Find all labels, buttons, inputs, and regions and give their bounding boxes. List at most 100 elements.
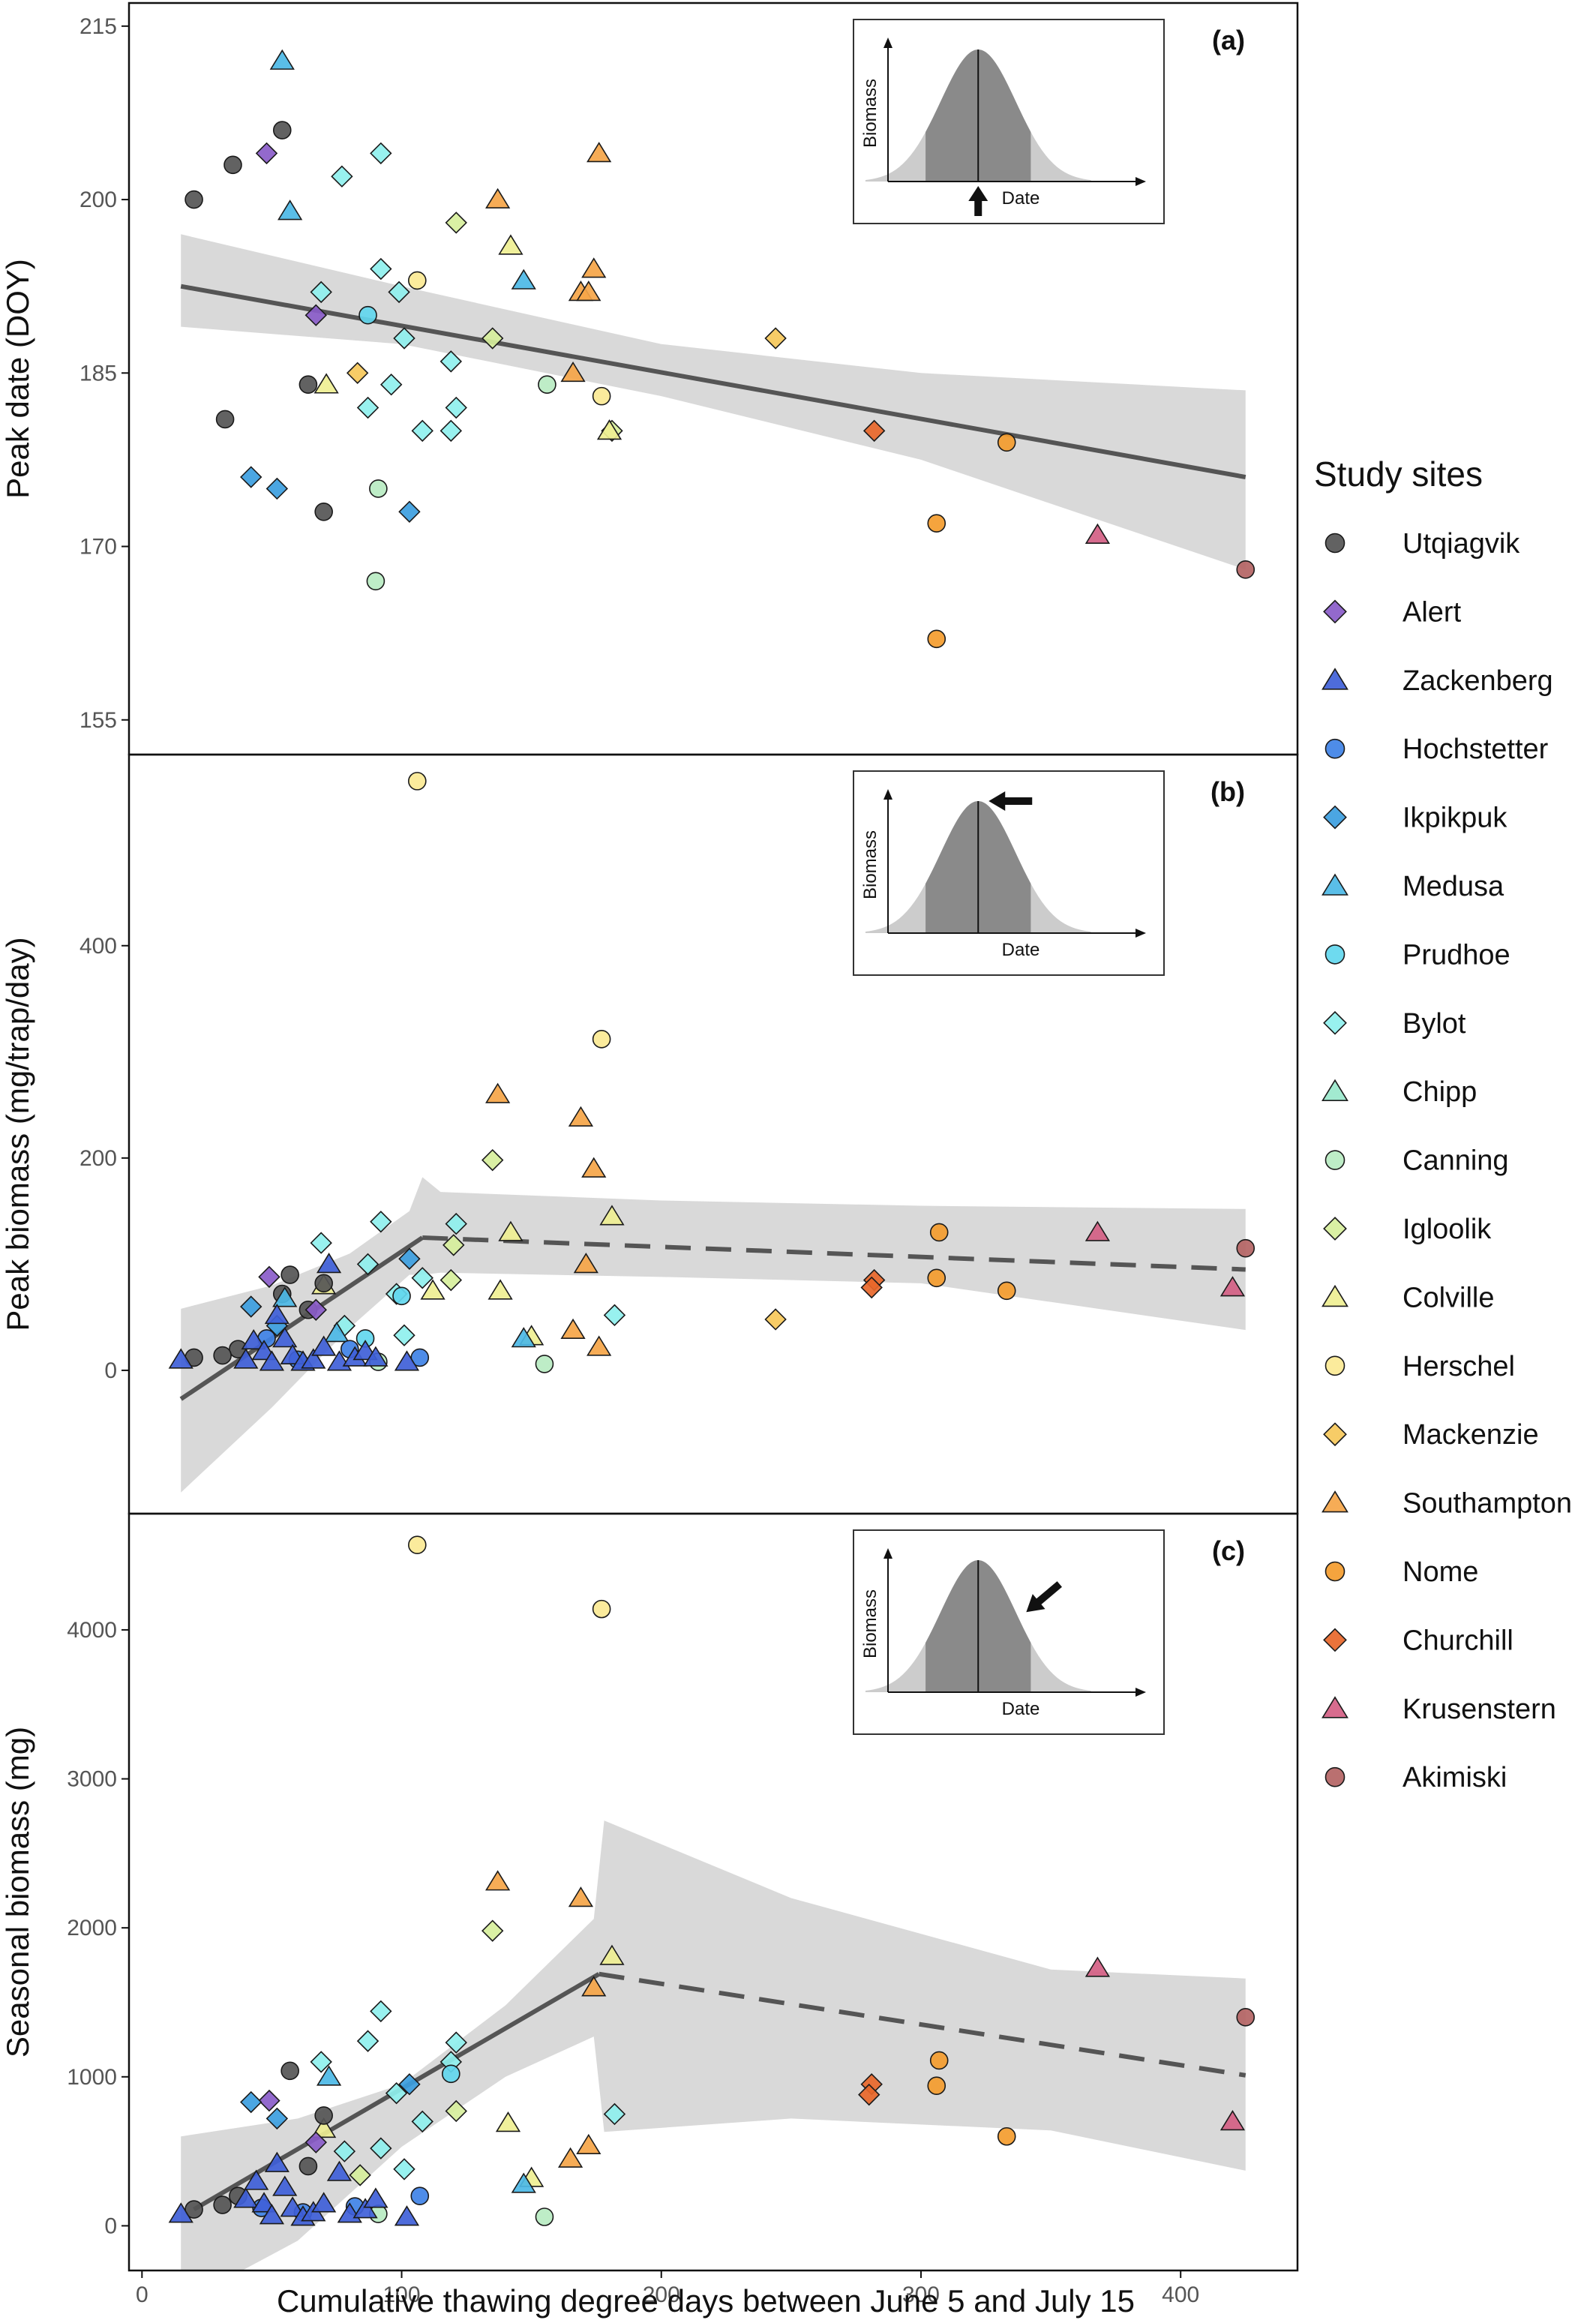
point-bylot [370, 2137, 392, 2159]
legend-marker-colville [1322, 1284, 1348, 1307]
point-bylot [310, 2051, 332, 2073]
point-zackenberg [259, 1350, 285, 1371]
point-churchill [862, 419, 886, 443]
data-points [168, 772, 1256, 1373]
legend-label-igloolik: Igloolik [1402, 1214, 1492, 1245]
legend-marker-krusenstern [1322, 1696, 1348, 1718]
point-medusa [511, 2172, 536, 2193]
point-bylot [385, 2081, 408, 2105]
point-utqiagvik [314, 502, 333, 521]
point-utqiagvik [272, 121, 292, 140]
x-tick-label: 100 [383, 2282, 421, 2307]
inset-arrow [1026, 1581, 1062, 1613]
data-points [168, 1535, 1256, 2226]
x-axis-title: Cumulative thawing degree days between J… [277, 2283, 1135, 2318]
panel-2: 0 200 400 Peak biomass (mg/trap/day) (b) Date… [0, 753, 1299, 1515]
point-bylot [331, 165, 353, 188]
legend-label-herschel: Herschel [1402, 1351, 1515, 1382]
legend-label-nome: Nome [1402, 1556, 1478, 1588]
legend-label-krusenstern: Krusenstern [1402, 1694, 1556, 1725]
point-bylot [356, 1253, 380, 1276]
point-colville [488, 1279, 513, 1300]
point-zackenberg [241, 1328, 266, 1350]
confidence-band [181, 234, 1246, 570]
point-zackenberg [301, 1348, 326, 1369]
legend-label-bylot: Bylot [1402, 1008, 1466, 1040]
point-bylot [310, 1232, 332, 1254]
legend-label-alert: Alert [1402, 596, 1462, 628]
legend: Study sites Utqiagvik Alert Zackenberg Hochs… [1314, 455, 1572, 1793]
legend-label-canning: Canning [1402, 1145, 1509, 1177]
point-southampton [573, 1253, 598, 1274]
point-zackenberg [311, 1335, 337, 1356]
point-canning [535, 2207, 554, 2226]
point-medusa [269, 49, 295, 70]
point-zackenberg [394, 1350, 420, 1371]
point-southampton [581, 1157, 607, 1178]
legend-label-prudhoe: Prudhoe [1402, 939, 1510, 971]
point-zackenberg [363, 2187, 388, 2208]
y-axis-title: Peak biomass (mg/trap/day) [0, 937, 35, 1331]
point-igloolik [482, 1919, 504, 1942]
point-colville [498, 1220, 524, 1241]
x-tick-label: 400 [1162, 2282, 1199, 2307]
point-southampton [560, 361, 586, 383]
inset-arrow [968, 186, 988, 216]
point-akimiski [1236, 2008, 1256, 2027]
point-bylot [370, 142, 392, 165]
y-tick-label: 200 [80, 1146, 117, 1171]
point-southampton [560, 1318, 586, 1339]
y-tick-label: 2000 [67, 1916, 117, 1940]
point-utqiagvik [314, 1274, 333, 1293]
point-colville [311, 2117, 337, 2138]
point-southampton [576, 2133, 602, 2154]
point-herschel [592, 1599, 611, 1619]
point-zackenberg [326, 2160, 352, 2181]
legend-marker-nome [1324, 1561, 1346, 1582]
point-krusenstern [1220, 2110, 1246, 2131]
legend-label-hochstetter: Hochstetter [1402, 734, 1549, 765]
legend-marker-ikpikpuk [1323, 805, 1347, 830]
y-tick-label: 155 [80, 708, 117, 733]
point-alert [304, 1298, 327, 1321]
point-southampton [586, 1335, 612, 1356]
point-ikpikpuk [240, 466, 262, 488]
point-nome [927, 629, 946, 649]
y-tick-label: 170 [80, 535, 117, 560]
legend-label-akimiski: Akimiski [1402, 1762, 1507, 1793]
point-southampton [581, 1976, 607, 1997]
point-colville [599, 1944, 625, 1965]
legend-marker-southampton [1322, 1490, 1348, 1513]
point-utqiagvik [213, 1346, 232, 1365]
point-churchill [858, 2083, 880, 2106]
point-ikpikpuk [266, 2107, 289, 2130]
legend-label-utqiagvik: Utqiagvik [1402, 528, 1520, 560]
point-zackenberg [233, 2187, 259, 2208]
point-colville [596, 419, 622, 440]
inset-x-label: Date [1002, 188, 1040, 209]
legend-marker-igloolik [1323, 1217, 1347, 1241]
point-bylot [370, 257, 392, 281]
point-nome [927, 2076, 946, 2096]
y-tick-label: 4000 [67, 1618, 117, 1643]
point-krusenstern [1084, 1956, 1111, 1977]
x-tick-label: 200 [643, 2282, 680, 2307]
point-bylot [603, 1304, 626, 1327]
legend-label-chipp: Chipp [1402, 1076, 1477, 1108]
point-alert [258, 2089, 280, 2112]
point-bylot [380, 374, 403, 396]
point-igloolik [445, 2099, 467, 2123]
point-ikpikpuk [398, 1247, 421, 1271]
fit-line-solid [180, 284, 1246, 479]
point-bylot [356, 396, 380, 419]
point-nome [997, 2126, 1016, 2146]
point-canning [369, 479, 388, 498]
point-bylot [411, 1267, 434, 1289]
y-tick-label: 1000 [67, 2065, 117, 2090]
point-nome [927, 514, 946, 533]
point-zackenberg [244, 2169, 269, 2190]
y-axis-title: Seasonal biomass (mg) [0, 1727, 35, 2057]
point-mackenzie [764, 327, 787, 350]
inset-x-arrowhead [1136, 177, 1146, 186]
